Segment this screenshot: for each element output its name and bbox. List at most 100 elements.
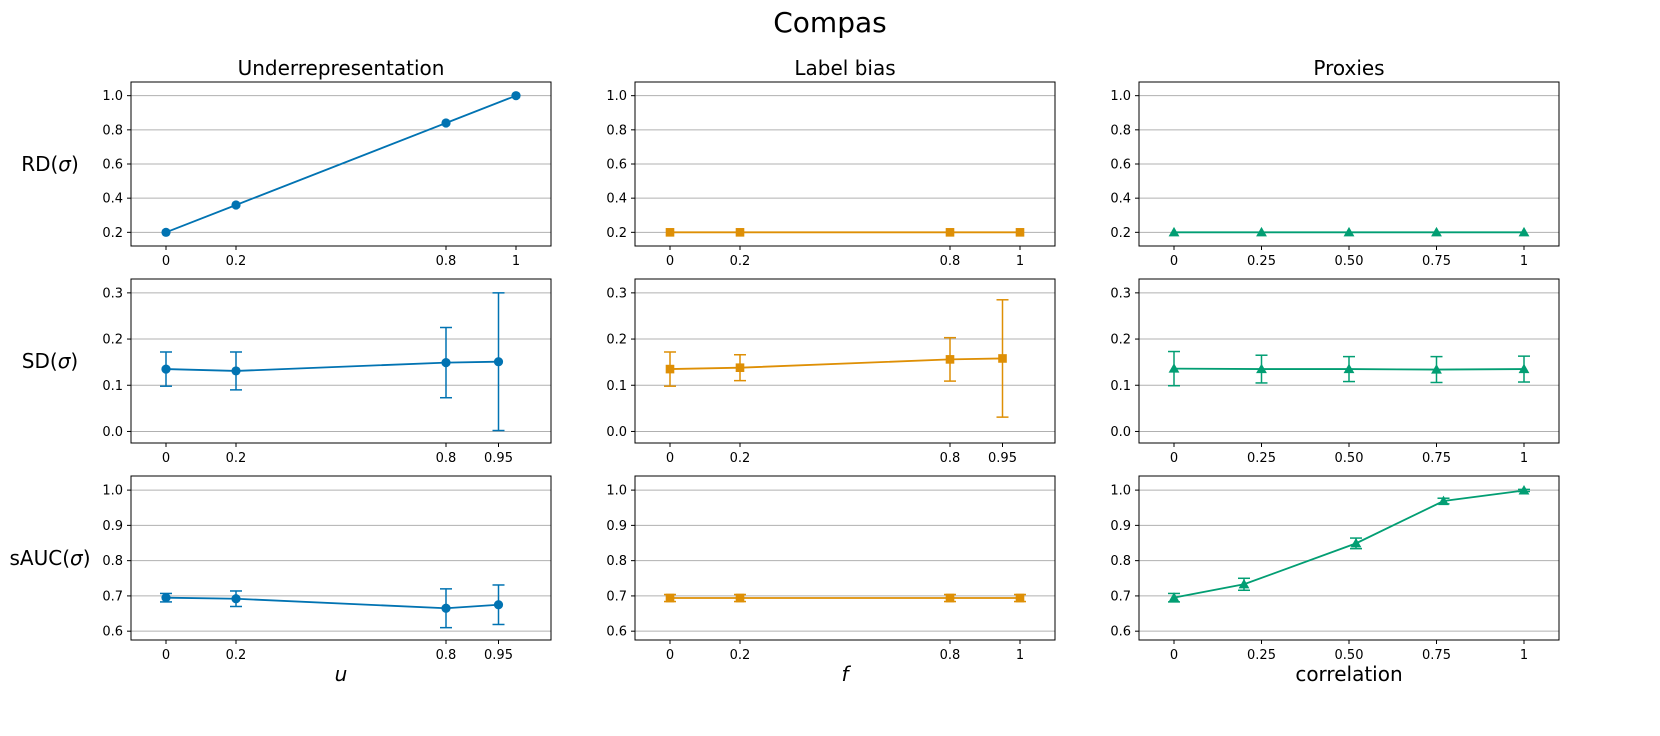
data-point <box>1256 363 1267 374</box>
plot-frame <box>130 81 552 247</box>
x-axis-label: f <box>841 662 851 686</box>
x-axis-label: u <box>335 662 348 686</box>
column-title: Underrepresentation <box>238 56 445 80</box>
data-point <box>441 358 451 368</box>
panel-r2-c2: 0.6 0.7 0.8 0.9 1.0 0 0.25 0.50 0.75 1 <box>1110 475 1560 663</box>
y-tick-label: 0.6 <box>606 625 627 640</box>
x-tick-label: 1 <box>1520 254 1528 269</box>
data-point <box>1015 593 1025 603</box>
data-point <box>441 118 451 128</box>
y-tick-label: 0.3 <box>102 286 123 301</box>
x-tick-label: 0.50 <box>1335 451 1364 466</box>
y-tick-label: 0.2 <box>606 226 627 241</box>
plot-frame <box>1138 475 1560 641</box>
x-tick-label: 0.50 <box>1335 254 1364 269</box>
x-tick-label: 0 <box>1170 254 1178 269</box>
row-label-prefix: SD( <box>22 349 58 373</box>
x-tick-label: 0.8 <box>436 451 457 466</box>
x-tick-label: 0 <box>666 648 674 663</box>
data-point <box>945 228 955 237</box>
panel-r0-c1: 0.2 0.4 0.6 0.8 1.0 0 0.2 0.8 1 <box>606 81 1056 269</box>
series-line <box>165 360 499 372</box>
row-label-suffix: ) <box>70 349 78 373</box>
panel-r2-c1: 0.6 0.7 0.8 0.9 1.0 0 0.2 0.8 1 <box>606 475 1056 663</box>
data-point <box>1168 592 1180 602</box>
data-point <box>1518 363 1530 374</box>
x-tick-label: 0.95 <box>988 451 1017 466</box>
x-tick-label: 0.2 <box>730 254 751 269</box>
data-point <box>1438 495 1449 506</box>
y-tick-label: 1.0 <box>102 89 123 104</box>
data-point <box>998 354 1007 363</box>
plot-frame <box>634 278 1056 444</box>
y-tick-label: 0.8 <box>1110 554 1131 569</box>
data-point <box>493 357 504 367</box>
data-point <box>1431 364 1442 374</box>
y-tick-label: 0.0 <box>1110 425 1131 440</box>
data-point <box>231 366 241 376</box>
column-title: Proxies <box>1313 56 1384 80</box>
x-tick-label: 0 <box>162 451 170 466</box>
y-tick-label: 0.4 <box>102 192 123 207</box>
x-tick-label: 0 <box>1170 451 1178 466</box>
y-tick-label: 0.2 <box>102 226 123 241</box>
y-tick-label: 0.1 <box>102 379 123 394</box>
y-tick-label: 0.9 <box>1110 519 1131 534</box>
y-tick-label: 0.8 <box>606 554 627 569</box>
y-tick-label: 0.4 <box>606 192 627 207</box>
figure-title: Compas <box>773 6 886 39</box>
x-tick-label: 0 <box>666 451 674 466</box>
row-label: sAUC(σ) <box>9 546 90 570</box>
column-title: Label bias <box>794 56 895 80</box>
x-tick-label: 1 <box>1520 451 1528 466</box>
panel-r0-c0: 0.2 0.4 0.6 0.8 1.0 0 0.2 0.8 1 <box>102 81 552 269</box>
y-tick-label: 0.0 <box>102 425 123 440</box>
y-tick-label: 0.9 <box>102 519 123 534</box>
data-point <box>1518 226 1530 237</box>
x-tick-label: 0.2 <box>226 451 247 466</box>
x-tick-label: 0.8 <box>436 648 457 663</box>
data-point <box>665 364 675 374</box>
y-tick-label: 0.7 <box>102 589 123 604</box>
x-tick-label: 0 <box>162 254 170 269</box>
panel-r0-c2: 0.2 0.4 0.6 0.8 1.0 0 0.25 0.50 0.75 1 <box>1110 81 1560 269</box>
row-label: SD(σ) <box>22 349 78 373</box>
x-tick-label: 0.95 <box>484 648 513 663</box>
y-tick-label: 0.1 <box>1110 379 1131 394</box>
y-tick-label: 1.0 <box>1110 484 1131 499</box>
panel-r1-c1: 0.0 0.1 0.2 0.3 0 0.2 0.8 0.95 <box>606 278 1056 466</box>
data-point <box>735 593 745 603</box>
data-point <box>161 227 171 237</box>
plot-frame <box>130 475 552 641</box>
x-tick-label: 0.8 <box>436 254 457 269</box>
x-tick-label: 0 <box>162 648 170 663</box>
x-axis-label: correlation <box>1295 662 1402 686</box>
data-point <box>945 593 955 603</box>
data-point <box>511 91 521 101</box>
data-point <box>735 363 745 372</box>
y-tick-label: 1.0 <box>606 89 627 104</box>
x-tick-label: 0.75 <box>1422 451 1451 466</box>
x-tick-label: 0 <box>1170 648 1178 663</box>
x-tick-label: 0 <box>666 254 674 269</box>
y-tick-label: 0.2 <box>102 333 123 348</box>
data-point <box>161 364 171 374</box>
y-tick-label: 1.0 <box>102 484 123 499</box>
x-tick-label: 0.8 <box>940 451 961 466</box>
series-line <box>165 596 499 610</box>
y-tick-label: 0.9 <box>606 519 627 534</box>
data-point <box>1518 485 1530 495</box>
y-tick-label: 0.7 <box>606 589 627 604</box>
y-tick-label: 0.6 <box>606 158 627 173</box>
y-tick-label: 0.1 <box>606 379 627 394</box>
row-label-symbol: σ <box>70 546 84 570</box>
data-point <box>493 600 504 610</box>
data-point <box>945 355 955 364</box>
data-point <box>1431 226 1442 237</box>
data-point <box>1238 578 1250 589</box>
plot-frame <box>1138 278 1560 444</box>
y-tick-label: 0.4 <box>1110 192 1131 207</box>
x-tick-label: 0.25 <box>1247 648 1276 663</box>
data-point <box>665 228 675 237</box>
y-tick-label: 0.3 <box>1110 286 1131 301</box>
